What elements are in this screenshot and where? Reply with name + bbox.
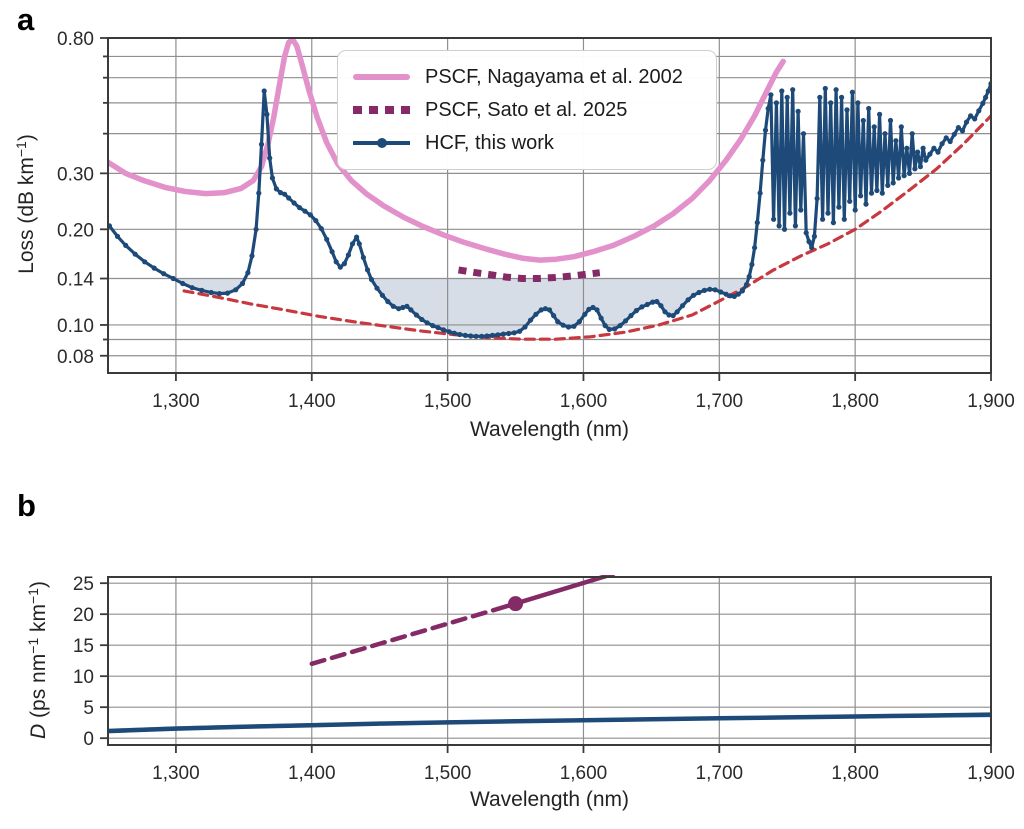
series-pscf-dispersion-solid-segment bbox=[495, 575, 616, 612]
x-tick-label: 1,700 bbox=[696, 391, 744, 412]
x-tick-label: 1,500 bbox=[424, 391, 472, 412]
y-tick-label: 0 bbox=[83, 729, 94, 750]
x-tick-label: 1,300 bbox=[152, 763, 200, 784]
y-tick-label: 0.80 bbox=[57, 29, 94, 50]
tick-labels: 1,300 1,400 1,500 1,600 1,700 1,800 1,900 0 5 10 1… bbox=[73, 574, 1015, 784]
legend-box: PSCF, Nagayama et al. 2002 PSCF, Sato et… bbox=[337, 50, 717, 170]
y-tick-label: 0.20 bbox=[57, 220, 94, 241]
tick-marks bbox=[100, 37, 992, 381]
x-tick-label: 1,800 bbox=[831, 763, 879, 784]
y-tick-label: 5 bbox=[83, 698, 94, 719]
marker-dot-icon bbox=[376, 138, 387, 148]
panel-a-label: a bbox=[17, 2, 35, 37]
series-pscf-sato-et-al-2025 bbox=[457, 266, 601, 282]
y-tick-label: 0.08 bbox=[57, 347, 94, 368]
y-tick-label: 0.14 bbox=[57, 270, 94, 291]
panel-a-y-axis-label: Loss (dB km−1) bbox=[13, 54, 39, 354]
y-label-exponent: −1 bbox=[25, 637, 41, 654]
y-tick-label: 20 bbox=[73, 605, 94, 626]
legend-label: PSCF, Sato et al. 2025 bbox=[425, 98, 628, 121]
highlight-marker-dot bbox=[508, 596, 524, 612]
legend-item-hcf: HCF, this work bbox=[353, 127, 710, 159]
series-pscf-dispersion-dashed-segment bbox=[309, 606, 501, 667]
x-tick-label: 1,800 bbox=[831, 391, 879, 412]
y-label-text: km bbox=[27, 604, 50, 638]
x-tick-label: 1,400 bbox=[288, 391, 336, 412]
series-hcf-dispersion bbox=[107, 712, 992, 734]
x-tick-label: 1,500 bbox=[424, 763, 472, 784]
low-loss-shaded-region bbox=[173, 278, 749, 337]
y-tick-label: 10 bbox=[73, 667, 94, 688]
y-label-exponent: −1 bbox=[25, 588, 41, 604]
series-pscf-nagayama-et-al-2002 bbox=[107, 36, 786, 263]
panel-a: 1,300 1,400 1,500 1,600 1,700 1,800 1,900 0.80 0… bbox=[57, 29, 1015, 412]
y-label-text: ) bbox=[27, 581, 50, 589]
y-label-symbol: D bbox=[27, 723, 50, 739]
data-series bbox=[107, 575, 992, 734]
purple-dotted-line-swatch bbox=[353, 106, 410, 114]
x-tick-label: 1,300 bbox=[152, 391, 200, 412]
panel-b-label: b bbox=[17, 488, 36, 523]
legend-label: PSCF, Nagayama et al. 2002 bbox=[425, 65, 683, 88]
y-label-text: (ps nm bbox=[27, 653, 50, 724]
x-tick-label: 1,900 bbox=[967, 763, 1015, 784]
data-series bbox=[107, 36, 992, 341]
y-label-text: ) bbox=[15, 134, 38, 142]
y-label-text: Loss (dB km bbox=[15, 157, 38, 274]
y-tick-label: 0.30 bbox=[57, 164, 94, 185]
panel-b: 1,300 1,400 1,500 1,600 1,700 1,800 1,900 0 5 10 1… bbox=[73, 574, 1015, 784]
y-tick-label: 15 bbox=[73, 636, 94, 657]
axes-spines bbox=[107, 576, 992, 746]
axes-spines bbox=[107, 37, 992, 374]
tick-marks bbox=[100, 582, 992, 753]
x-tick-label: 1,400 bbox=[288, 763, 336, 784]
legend-item-pscf-sato: PSCF, Sato et al. 2025 bbox=[353, 94, 710, 126]
x-tick-label: 1,600 bbox=[560, 391, 608, 412]
panel-a-x-axis-label: Wavelength (nm) bbox=[469, 418, 630, 441]
y-tick-label: 25 bbox=[73, 574, 94, 595]
panel-b-x-axis-label: Wavelength (nm) bbox=[469, 788, 630, 811]
panel-b-y-axis-label: D (ps nm−1 km−1) bbox=[25, 510, 51, 810]
x-tick-label: 1,600 bbox=[560, 763, 608, 784]
x-tick-label: 1,900 bbox=[967, 391, 1015, 412]
series-hcf-this-work bbox=[107, 81, 992, 339]
y-tick-label: 0.10 bbox=[57, 316, 94, 337]
blue-line-marker-swatch bbox=[353, 138, 410, 148]
x-tick-label: 1,700 bbox=[696, 763, 744, 784]
series-hcf-model-envelope-unlabeled bbox=[182, 114, 992, 341]
y-label-exponent: −1 bbox=[13, 141, 29, 158]
tick-labels: 1,300 1,400 1,500 1,600 1,700 1,800 1,900 0.80 0… bbox=[57, 29, 1015, 412]
pink-solid-line-swatch bbox=[353, 74, 410, 80]
legend-label: HCF, this work bbox=[425, 131, 554, 154]
legend-item-pscf-nagayama: PSCF, Nagayama et al. 2002 bbox=[353, 61, 710, 93]
